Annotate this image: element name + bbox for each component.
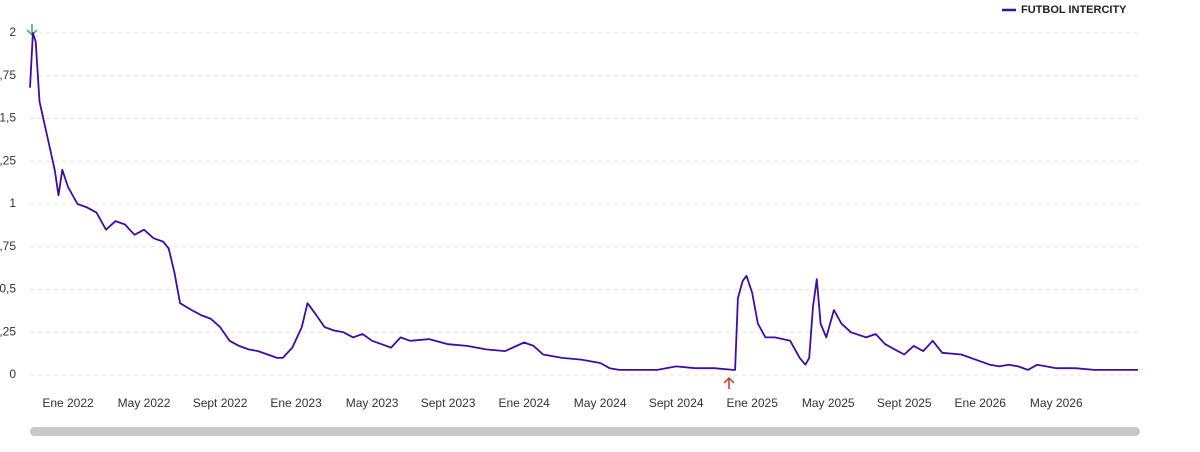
x-tick-label: May 2022 — [118, 396, 171, 410]
x-tick-label: Ene 2026 — [955, 396, 1007, 410]
y-tick-label: 0,25 — [0, 324, 16, 338]
scrollbar[interactable] — [30, 427, 1140, 436]
min-marker — [723, 376, 735, 389]
legend-label: FUTBOL INTERCITY — [1021, 4, 1127, 16]
x-tick-label: May 2026 — [1030, 396, 1083, 410]
x-tick-label: May 2023 — [346, 396, 399, 410]
y-tick-label: 1,75 — [0, 68, 16, 82]
y-tick-label: 2 — [9, 25, 16, 39]
x-tick-label: Ene 2022 — [42, 396, 94, 410]
x-tick-label: Ene 2025 — [727, 396, 779, 410]
y-tick-label: 1 — [9, 196, 16, 210]
x-tick-label: Ene 2023 — [270, 396, 322, 410]
x-tick-label: May 2024 — [574, 396, 627, 410]
y-tick-label: 1,5 — [0, 111, 16, 125]
y-tick-label: 0 — [9, 367, 16, 381]
x-tick-label: Sept 2025 — [877, 396, 932, 410]
line-series — [29, 32, 1138, 371]
x-tick-label: May 2025 — [802, 396, 855, 410]
y-tick-label: 1,25 — [0, 153, 16, 167]
x-tick-label: Sept 2024 — [649, 396, 704, 410]
x-tick-label: Sept 2023 — [421, 396, 476, 410]
y-tick-label: 0,5 — [0, 282, 16, 296]
y-tick-label: 0,75 — [0, 239, 16, 253]
x-tick-label: Ene 2024 — [498, 396, 550, 410]
x-tick-label: Sept 2022 — [193, 396, 248, 410]
